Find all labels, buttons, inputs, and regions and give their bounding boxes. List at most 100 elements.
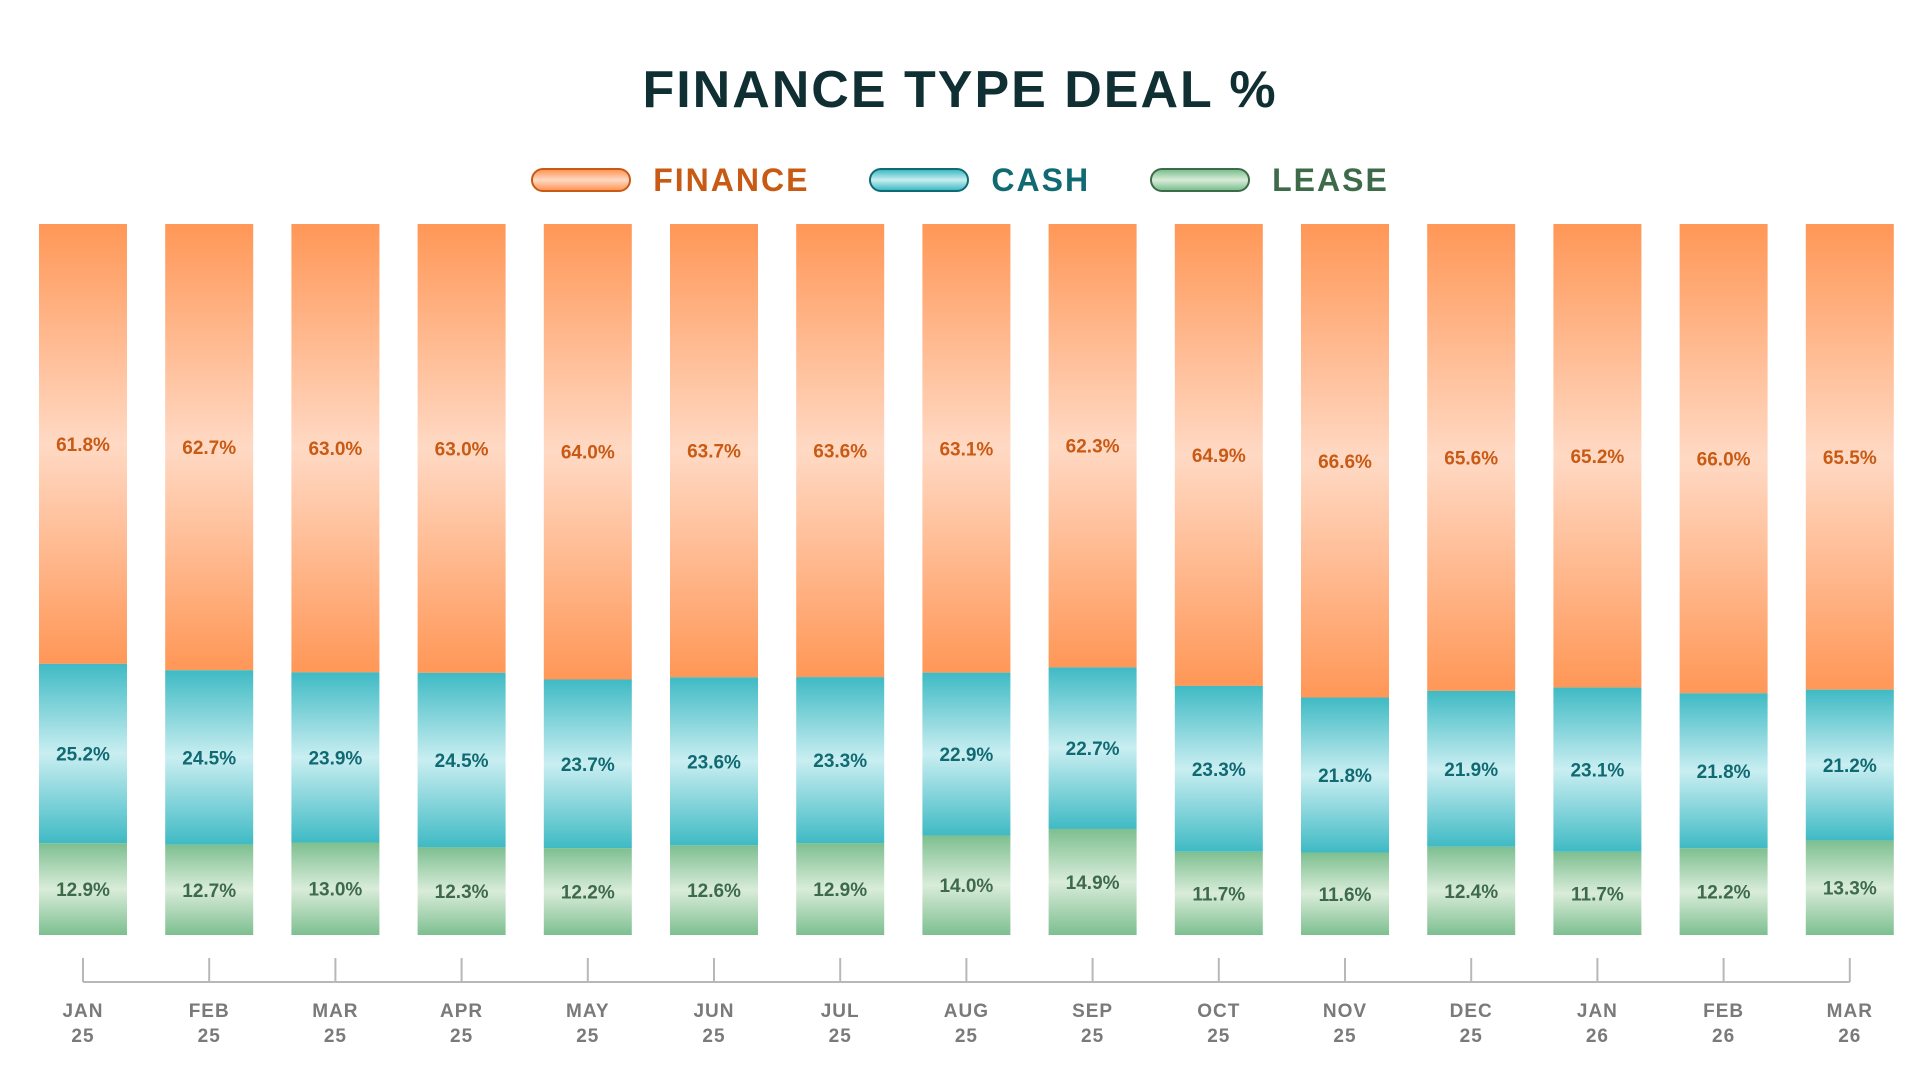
legend-swatch-lease bbox=[1150, 168, 1251, 192]
data-label-lease: 13.3% bbox=[1823, 879, 1877, 900]
x-tick-label-year: 25 bbox=[198, 1026, 221, 1047]
data-label-cash: 23.3% bbox=[1192, 760, 1246, 781]
x-tick-label-month: MAR bbox=[312, 1001, 358, 1022]
bar-segment-finance bbox=[417, 224, 506, 673]
x-tick-label-year: 25 bbox=[71, 1026, 94, 1047]
data-label-finance: 65.6% bbox=[1444, 448, 1498, 469]
x-tick-label-year: 26 bbox=[1838, 1026, 1861, 1047]
bar-segment-lease bbox=[1553, 851, 1642, 935]
data-label-finance: 65.2% bbox=[1570, 447, 1624, 468]
bar-segment-cash bbox=[1553, 687, 1642, 852]
data-label-lease: 13.0% bbox=[308, 880, 362, 901]
x-tick-label-year: 25 bbox=[324, 1026, 347, 1047]
bar-segment-cash bbox=[1427, 690, 1516, 847]
data-label-finance: 62.7% bbox=[182, 438, 236, 459]
x-tick-label-year: 25 bbox=[1333, 1026, 1356, 1047]
bar-segment-finance bbox=[291, 224, 380, 673]
x-tick-label-month: DEC bbox=[1450, 1001, 1493, 1022]
x-tick-label-year: 25 bbox=[1460, 1026, 1483, 1047]
data-label-lease: 12.2% bbox=[561, 883, 615, 904]
legend-label-lease: LEASE bbox=[1272, 161, 1389, 198]
data-label-cash: 22.7% bbox=[1066, 739, 1120, 760]
data-label-lease: 12.3% bbox=[435, 882, 489, 903]
data-label-cash: 21.9% bbox=[1444, 760, 1498, 781]
data-label-finance: 63.0% bbox=[435, 439, 489, 460]
data-label-cash: 25.2% bbox=[56, 745, 110, 766]
x-tick-label-year: 25 bbox=[829, 1026, 852, 1047]
x-tick-label-month: FEB bbox=[189, 1001, 230, 1022]
bar-segment-finance bbox=[670, 224, 758, 678]
data-label-cash: 24.5% bbox=[435, 751, 489, 772]
data-label-finance: 61.8% bbox=[56, 435, 110, 456]
bar-segment-lease bbox=[165, 844, 254, 935]
bar-segment-finance bbox=[165, 224, 254, 671]
data-label-lease: 12.9% bbox=[56, 880, 110, 901]
x-tick-label-month: JUL bbox=[821, 1001, 860, 1022]
x-tick-label-year: 26 bbox=[1712, 1026, 1735, 1047]
x-tick-label-month: JAN bbox=[62, 1001, 103, 1022]
bar-segment-lease bbox=[1427, 846, 1516, 935]
x-tick-label-month: MAR bbox=[1827, 1001, 1873, 1022]
x-tick-label-month: JUN bbox=[693, 1001, 734, 1022]
bar-segment-cash bbox=[1174, 685, 1263, 852]
legend-label-cash: CASH bbox=[991, 161, 1091, 198]
legend-swatch-finance bbox=[531, 168, 632, 192]
bar-segment-cash bbox=[417, 672, 506, 848]
data-label-lease: 12.2% bbox=[1697, 883, 1751, 904]
data-label-lease: 14.9% bbox=[1066, 873, 1120, 894]
x-tick-label-year: 25 bbox=[955, 1026, 978, 1047]
data-label-finance: 64.9% bbox=[1192, 446, 1246, 467]
bar-segment-cash bbox=[543, 679, 632, 849]
bar-segment-lease bbox=[796, 843, 885, 935]
bar-segment-finance bbox=[1805, 224, 1894, 690]
data-label-lease: 12.6% bbox=[687, 881, 741, 902]
bar-segment-finance bbox=[796, 224, 885, 678]
x-tick-label-year: 25 bbox=[450, 1026, 473, 1047]
data-label-cash: 21.2% bbox=[1823, 756, 1877, 777]
data-label-cash: 24.5% bbox=[182, 748, 236, 769]
bar-segment-finance bbox=[922, 224, 1011, 673]
x-tick-label-month: APR bbox=[440, 1001, 483, 1022]
bar-segment-cash bbox=[796, 677, 885, 844]
data-label-lease: 12.4% bbox=[1444, 882, 1498, 903]
bar-segment-cash bbox=[1301, 697, 1389, 853]
data-label-cash: 22.9% bbox=[939, 745, 993, 766]
bar-segment-lease bbox=[39, 843, 127, 935]
bar-segment-lease bbox=[1048, 828, 1137, 935]
data-label-finance: 63.6% bbox=[813, 442, 867, 463]
bar-segment-finance bbox=[1679, 224, 1768, 694]
bar-segment-finance bbox=[1553, 224, 1642, 688]
data-label-finance: 66.0% bbox=[1697, 450, 1751, 471]
data-label-lease: 14.0% bbox=[939, 876, 993, 897]
bar-segment-cash bbox=[39, 663, 127, 844]
data-label-cash: 23.1% bbox=[1570, 761, 1624, 782]
bar-segment-finance bbox=[1048, 224, 1137, 668]
data-label-lease: 12.7% bbox=[182, 881, 236, 902]
x-tick-label-year: 25 bbox=[1207, 1026, 1230, 1047]
data-label-finance: 63.7% bbox=[687, 442, 741, 463]
legend-item-finance: FINANCE bbox=[531, 162, 809, 199]
bar-segment-cash bbox=[165, 670, 254, 845]
x-tick-label-month: MAY bbox=[566, 1001, 609, 1022]
x-tick-label-year: 25 bbox=[1081, 1026, 1104, 1047]
bar-segment-cash bbox=[922, 672, 1011, 836]
bar-segment-finance bbox=[1174, 224, 1263, 686]
x-tick-label-month: NOV bbox=[1323, 1001, 1367, 1022]
bar-segment-lease bbox=[922, 835, 1011, 935]
bar-segment-lease bbox=[1679, 848, 1768, 935]
bar-segment-lease bbox=[291, 842, 380, 935]
data-label-cash: 23.9% bbox=[308, 748, 362, 769]
bar-segment-finance bbox=[1427, 224, 1516, 691]
bar-segment-cash bbox=[1679, 693, 1768, 849]
bar-segment-finance bbox=[1301, 224, 1389, 698]
data-label-cash: 23.3% bbox=[813, 751, 867, 772]
bar-segment-cash bbox=[1048, 667, 1137, 829]
bar-segment-lease bbox=[1301, 852, 1389, 935]
bar-segment-lease bbox=[1174, 851, 1263, 935]
bar-segment-cash bbox=[670, 677, 758, 846]
data-label-cash: 23.7% bbox=[561, 755, 615, 776]
data-label-lease: 12.9% bbox=[813, 880, 867, 901]
chart-title: FINANCE TYPE DEAL % bbox=[642, 61, 1278, 119]
